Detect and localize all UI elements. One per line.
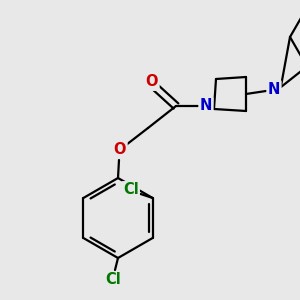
Text: Cl: Cl (105, 272, 121, 287)
Text: Cl: Cl (123, 182, 139, 197)
Text: N: N (200, 98, 212, 113)
Text: N: N (268, 82, 280, 97)
Text: O: O (146, 74, 158, 89)
Text: O: O (114, 142, 126, 158)
